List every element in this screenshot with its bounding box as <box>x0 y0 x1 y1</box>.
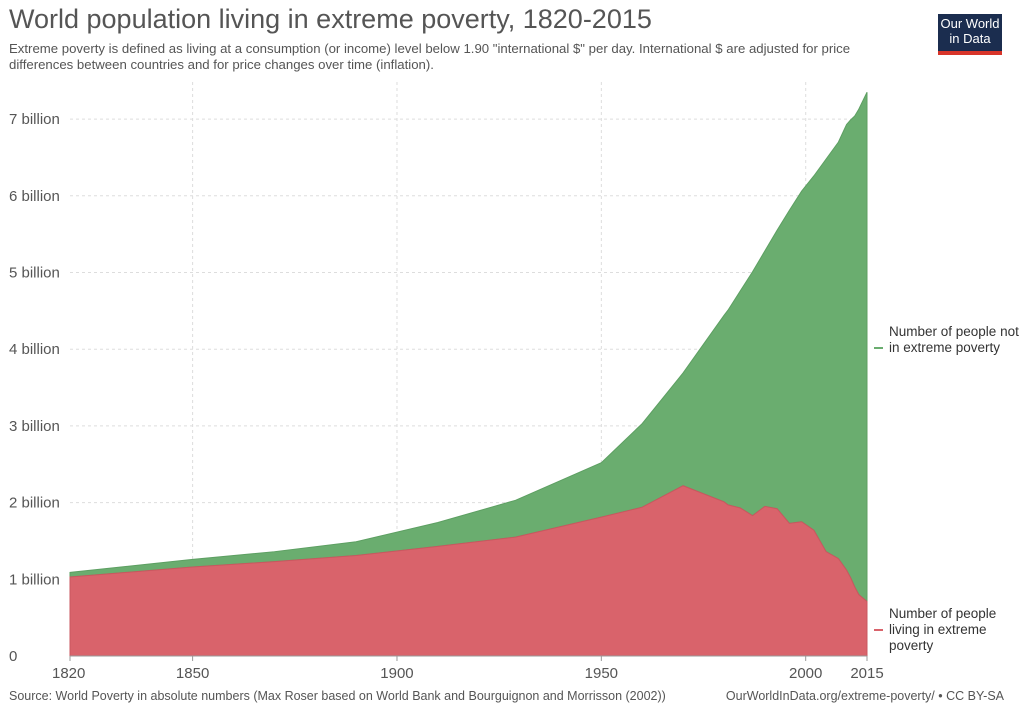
x-tick-label: 1950 <box>585 665 618 682</box>
license-credit[interactable]: OurWorldInData.org/extreme-poverty/ • CC… <box>725 689 1004 703</box>
source-note: Source: World Poverty in absolute number… <box>9 689 666 703</box>
x-tick-label: 1900 <box>380 665 413 682</box>
axes: 0 1 billion 2 billion 3 billion 4 billion 5 b… <box>9 111 884 682</box>
y-tick-label: 3 billion <box>9 418 60 435</box>
y-tick-label: 7 billion <box>9 111 60 128</box>
y-tick-label: 4 billion <box>9 341 60 358</box>
chart-subtitle: Extreme poverty is defined as living at … <box>9 41 851 72</box>
logo-line-1: Our World <box>940 16 1000 31</box>
y-tick-label: 6 billion <box>9 188 60 205</box>
y-tick-label: 5 billion <box>9 265 60 282</box>
x-tick-label: 1820 <box>52 665 85 682</box>
chart-areas <box>69 92 868 657</box>
legend-label-not-poor[interactable]: Number of people not in extreme poverty <box>889 324 1019 355</box>
page-title: World population living in extreme pover… <box>9 4 652 34</box>
legend-dash-poor <box>874 629 883 631</box>
logo-line-2: in Data <box>949 31 991 46</box>
owid-logo[interactable]: Our World in Data <box>938 14 1002 55</box>
x-tick-label: 1850 <box>176 665 209 682</box>
x-tick-label: 2015 <box>850 665 883 682</box>
y-tick-label: 1 billion <box>9 571 60 588</box>
y-tick-label: 0 <box>9 648 17 665</box>
legend-label-poor[interactable]: Number of people living in extreme pover… <box>889 606 997 653</box>
x-tick-label: 2000 <box>789 665 822 682</box>
y-tick-label: 2 billion <box>9 495 60 512</box>
legend-dash-not-poor <box>874 347 883 349</box>
